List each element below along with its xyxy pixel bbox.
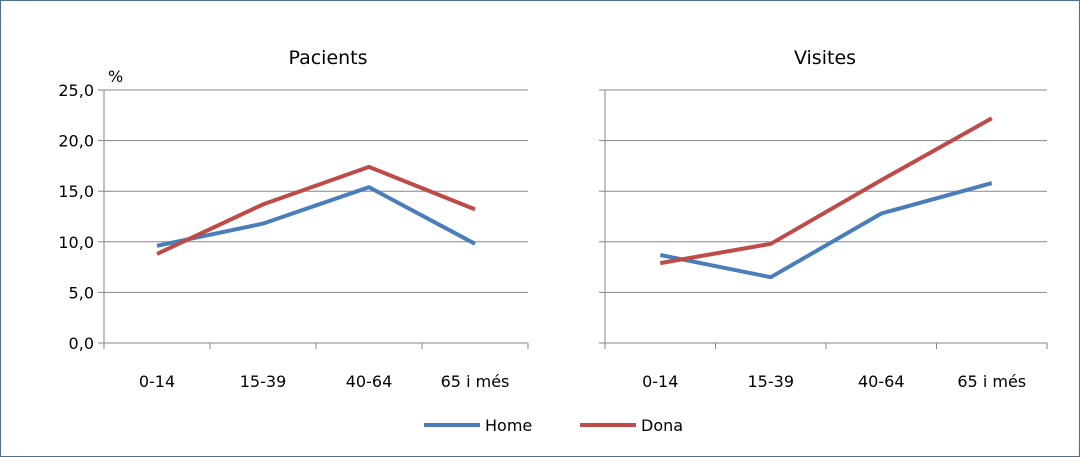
chart-pacients: 0,0 5,0 10,0 15,0 20,0 25,0 0-14 15-39 40-64 65 i… — [58, 81, 529, 391]
series-line-home — [659, 181, 993, 280]
legend-dona-label: Dona — [641, 416, 683, 435]
y-tick-label: 10,0 — [58, 233, 94, 252]
x-tick-label: 40-64 — [346, 372, 393, 391]
x-tick-label: 15-39 — [240, 372, 287, 391]
y-tick-label: 0,0 — [69, 334, 94, 353]
chart-title-pacients: Pacients — [288, 47, 367, 69]
x-tick-label: 40-64 — [858, 372, 905, 391]
x-tick-label: 65 i més — [441, 372, 510, 391]
x-tick-label: 65 i més — [957, 372, 1026, 391]
series-line-dona — [659, 116, 993, 266]
x-tick-label: 15-39 — [748, 372, 795, 391]
series-line-dona — [156, 164, 476, 256]
x-tick-label: 0-14 — [642, 372, 678, 391]
y-unit-label: % — [108, 67, 123, 86]
y-tick-label: 25,0 — [58, 81, 94, 100]
x-tick-label: 0-14 — [139, 372, 175, 391]
y-tick-label: 20,0 — [58, 132, 94, 151]
legend-home-label: Home — [485, 416, 532, 435]
chart-visites: 0-14 15-39 40-64 65 i més — [599, 89, 1048, 391]
legend: Home Dona — [424, 416, 683, 435]
series-line-home — [156, 185, 476, 248]
y-tick-label: 5,0 — [69, 283, 94, 302]
y-tick-label: 15,0 — [58, 182, 94, 201]
chart-title-visites: Visites — [794, 47, 856, 69]
